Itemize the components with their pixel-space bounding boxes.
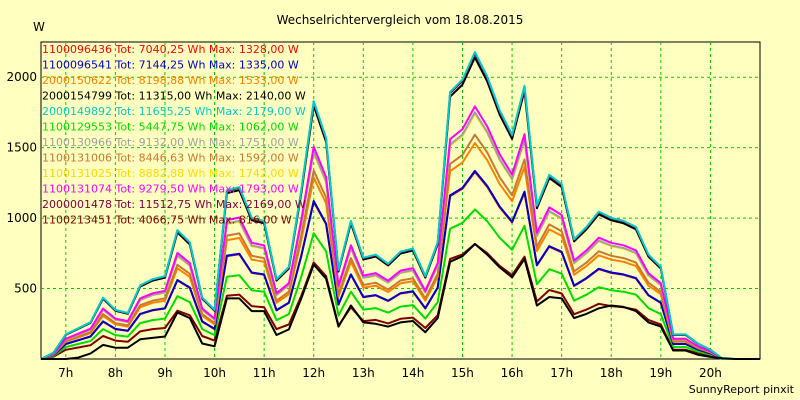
y-tick-label: 2000 xyxy=(6,70,37,84)
legend-entry: 2000149892 Tot: 11655,25 Wh Max: 2179,00… xyxy=(42,105,306,118)
y-tick-label: 500 xyxy=(14,282,37,296)
legend-entry: 1100131074 Tot: 9279,50 Wh Max: 1793,00 … xyxy=(42,183,299,196)
series-line-4 xyxy=(40,51,760,360)
legend-entry: 2000150622 Tot: 8198,88 Wh Max: 1533,00 … xyxy=(42,74,299,87)
x-axis-ticks: 7h 8h 9h 10h 11h 12h 13h 14h 15h 16h 17h 18h 19h 20h xyxy=(58,366,722,380)
x-tick-label: 13h xyxy=(352,366,375,380)
x-tick-label: 9h xyxy=(157,366,172,380)
series-line-7 xyxy=(40,133,760,360)
x-tick-label: 17h xyxy=(550,366,573,380)
legend-entry: 1100129553 Tot: 5447,75 Wh Max: 1062,00 … xyxy=(42,121,299,134)
x-tick-label: 19h xyxy=(649,366,672,380)
series-layer xyxy=(40,51,760,360)
x-tick-label: 16h xyxy=(501,366,524,380)
chart-title: Wechselrichtervergleich vom 18.08.2015 xyxy=(277,13,524,27)
series-line-1 xyxy=(40,169,760,360)
x-tick-label: 15h xyxy=(451,366,474,380)
legend-entry: 1100096541 Tot: 7144,25 Wh Max: 1335,00 … xyxy=(42,59,299,72)
x-tick-label: 8h xyxy=(108,366,123,380)
series-line-2 xyxy=(40,142,760,360)
footer-credit: SunnyReport pinxit xyxy=(689,383,795,396)
legend-entry: 2000001478 Tot: 11512,75 Wh Max: 2169,00… xyxy=(42,198,306,211)
series-line-6 xyxy=(40,111,760,360)
x-tick-label: 11h xyxy=(253,366,276,380)
legend-entry: 1100213451 Tot: 4066,75 Wh Max: 816,00 W xyxy=(42,214,292,227)
x-tick-label: 10h xyxy=(203,366,226,380)
x-tick-label: 7h xyxy=(58,366,73,380)
x-tick-label: 14h xyxy=(401,366,424,380)
legend-entry: 1100130966 Tot: 9132,00 Wh Max: 1751,00 … xyxy=(42,136,299,149)
black-series-line xyxy=(41,243,760,360)
legend-entry: 1100096436 Tot: 7040,25 Wh Max: 1328,00 … xyxy=(42,43,299,56)
y-axis-label: W xyxy=(33,20,45,34)
x-tick-label: 20h xyxy=(699,366,722,380)
y-tick-label: 1000 xyxy=(6,211,37,225)
series-line-9 xyxy=(40,105,760,360)
y-tick-label: 1500 xyxy=(6,141,37,155)
series-line-5 xyxy=(40,208,760,360)
legend-entry: 1100131025 Tot: 8882,88 Wh Max: 1742,00 … xyxy=(42,167,299,180)
legend-entry: 1100131006 Tot: 8446,63 Wh Max: 1592,00 … xyxy=(42,152,299,165)
x-tick-label: 12h xyxy=(302,366,325,380)
series-line-11 xyxy=(40,243,760,360)
y-axis-ticks: 500 1000 1500 2000 xyxy=(6,70,37,295)
legend: 1100096436 Tot: 7040,25 Wh Max: 1328,00 … xyxy=(42,43,306,227)
legend-entry: 2000154799 Tot: 11315,00 Wh Max: 2140,00… xyxy=(42,90,306,103)
x-tick-label: 18h xyxy=(600,366,623,380)
